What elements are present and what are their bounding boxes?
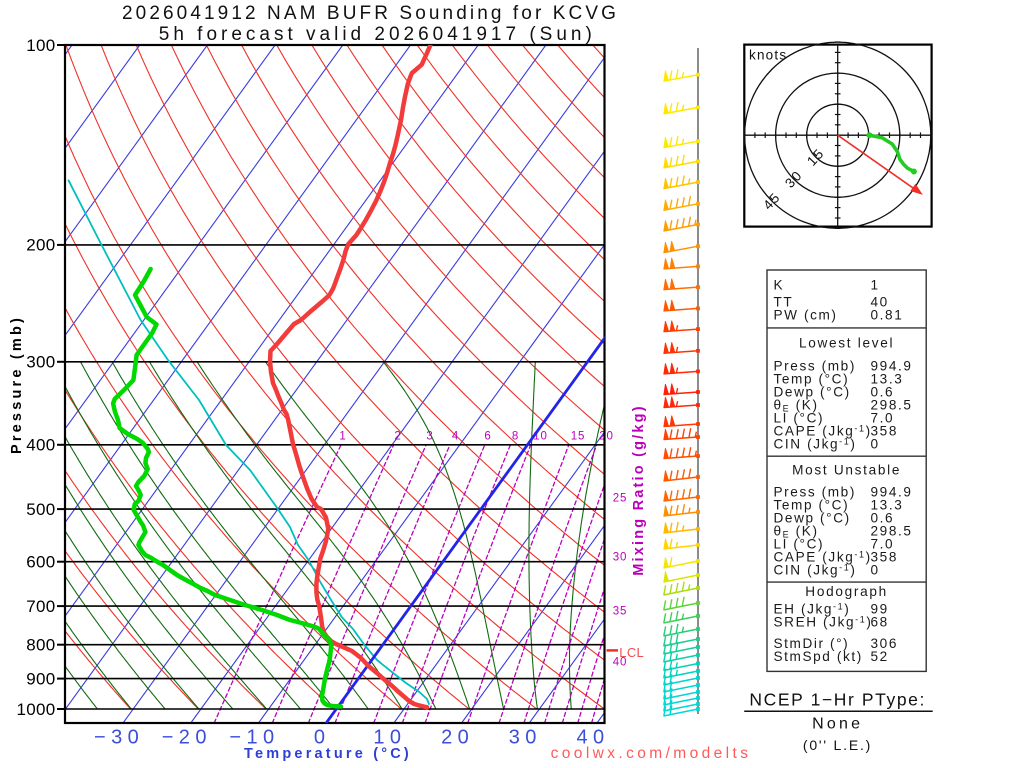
svg-text:900: 900	[26, 669, 55, 688]
svg-text:−20: −20	[162, 727, 212, 749]
svg-text:TT: TT	[774, 295, 794, 310]
svg-text:Dewp (°C): Dewp (°C)	[774, 511, 851, 526]
svg-text:0.81: 0.81	[871, 308, 904, 323]
svg-text:13.3: 13.3	[871, 372, 904, 387]
svg-text:20: 20	[441, 727, 474, 749]
svg-text:NCEP 1−Hr PType:: NCEP 1−Hr PType:	[749, 689, 926, 709]
svg-text:5h forecast valid 2026041917 (: 5h forecast valid 2026041917 (Sun)	[159, 24, 596, 45]
svg-text:994.9: 994.9	[871, 359, 913, 374]
svg-text:Temp (°C): Temp (°C)	[774, 498, 850, 513]
svg-text:Pressure (mb): Pressure (mb)	[9, 315, 25, 454]
svg-text:13.3: 13.3	[871, 498, 904, 513]
svg-text:1000: 1000	[16, 700, 55, 719]
svg-text:Temp (°C): Temp (°C)	[774, 372, 850, 387]
svg-text:7.0: 7.0	[871, 537, 895, 552]
svg-text:1: 1	[871, 278, 880, 293]
svg-text:3: 3	[426, 430, 433, 442]
svg-text:30: 30	[509, 727, 542, 749]
svg-text:800: 800	[26, 636, 55, 655]
svg-text:Dewp (°C): Dewp (°C)	[774, 385, 851, 400]
svg-text:StmSpd (kt): StmSpd (kt)	[774, 649, 863, 664]
svg-text:Lowest level: Lowest level	[799, 336, 894, 351]
svg-text:30: 30	[613, 552, 627, 564]
svg-text:200: 200	[26, 236, 55, 255]
svg-text:7.0: 7.0	[871, 411, 895, 426]
svg-text:PW (cm): PW (cm)	[774, 308, 838, 323]
svg-text:0: 0	[871, 437, 880, 452]
svg-text:Press (mb): Press (mb)	[774, 359, 856, 374]
svg-text:1: 1	[339, 430, 346, 442]
svg-text:LI (°C): LI (°C)	[774, 411, 825, 426]
svg-text:600: 600	[26, 553, 55, 572]
svg-text:4: 4	[452, 430, 459, 442]
svg-text:99: 99	[871, 602, 889, 617]
svg-text:358: 358	[871, 424, 898, 439]
svg-text:25: 25	[613, 493, 627, 505]
svg-text:6: 6	[484, 430, 491, 442]
svg-text:0.6: 0.6	[871, 385, 895, 400]
svg-text:Most Unstable: Most Unstable	[792, 463, 901, 478]
svg-text:0: 0	[871, 563, 880, 578]
svg-text:K: K	[774, 278, 785, 293]
svg-text:52: 52	[871, 649, 889, 664]
svg-text:20: 20	[599, 430, 613, 442]
svg-text:298.5: 298.5	[871, 524, 913, 539]
svg-text:None: None	[812, 715, 863, 732]
svg-text:StmDir (°): StmDir (°)	[774, 636, 850, 651]
svg-text:CAPE (Jkg-1): CAPE (Jkg-1)	[774, 424, 872, 439]
svg-text:2026041912 NAM BUFR Sounding f: 2026041912 NAM BUFR Sounding for KCVG	[122, 3, 619, 24]
svg-text:10: 10	[373, 727, 406, 749]
svg-text:LI (°C): LI (°C)	[774, 537, 825, 552]
svg-text:−30: −30	[94, 727, 144, 749]
svg-text:SREH (Jkg-1): SREH (Jkg-1)	[774, 615, 873, 630]
svg-text:CAPE (Jkg-1): CAPE (Jkg-1)	[774, 550, 872, 565]
svg-text:Temperature (°C): Temperature (°C)	[244, 746, 412, 762]
svg-text:298.5: 298.5	[871, 398, 913, 413]
svg-text:100: 100	[26, 36, 55, 55]
svg-text:300: 300	[26, 353, 55, 372]
svg-text:40: 40	[871, 295, 889, 310]
svg-text:15: 15	[571, 430, 585, 442]
svg-text:8: 8	[512, 430, 519, 442]
svg-text:994.9: 994.9	[871, 485, 913, 500]
svg-text:CIN (Jkg-1): CIN (Jkg-1)	[774, 563, 857, 578]
svg-text:knots: knots	[749, 48, 787, 63]
svg-text:306: 306	[871, 636, 898, 651]
svg-text:Mixing Ratio (g/kg): Mixing Ratio (g/kg)	[631, 404, 647, 576]
svg-text:LCL: LCL	[619, 645, 644, 660]
svg-text:Press (mb): Press (mb)	[774, 485, 856, 500]
svg-text:40: 40	[576, 727, 609, 749]
svg-text:coolwx.com/modelts: coolwx.com/modelts	[551, 745, 752, 762]
svg-text:Hodograph: Hodograph	[805, 584, 888, 599]
svg-text:0.6: 0.6	[871, 511, 895, 526]
svg-text:2: 2	[394, 430, 401, 442]
svg-text:500: 500	[26, 500, 55, 519]
svg-text:0: 0	[314, 727, 331, 749]
svg-text:EH (Jkg-1): EH (Jkg-1)	[774, 602, 851, 617]
svg-text:68: 68	[871, 615, 889, 630]
svg-text:700: 700	[26, 597, 55, 616]
svg-text:400: 400	[26, 436, 55, 455]
svg-text:−10: −10	[229, 727, 279, 749]
svg-text:35: 35	[613, 606, 627, 618]
svg-text:40: 40	[613, 657, 627, 669]
svg-text:(0'' L.E.): (0'' L.E.)	[803, 737, 872, 753]
svg-text:CIN (Jkg-1): CIN (Jkg-1)	[774, 437, 857, 452]
svg-text:358: 358	[871, 550, 898, 565]
